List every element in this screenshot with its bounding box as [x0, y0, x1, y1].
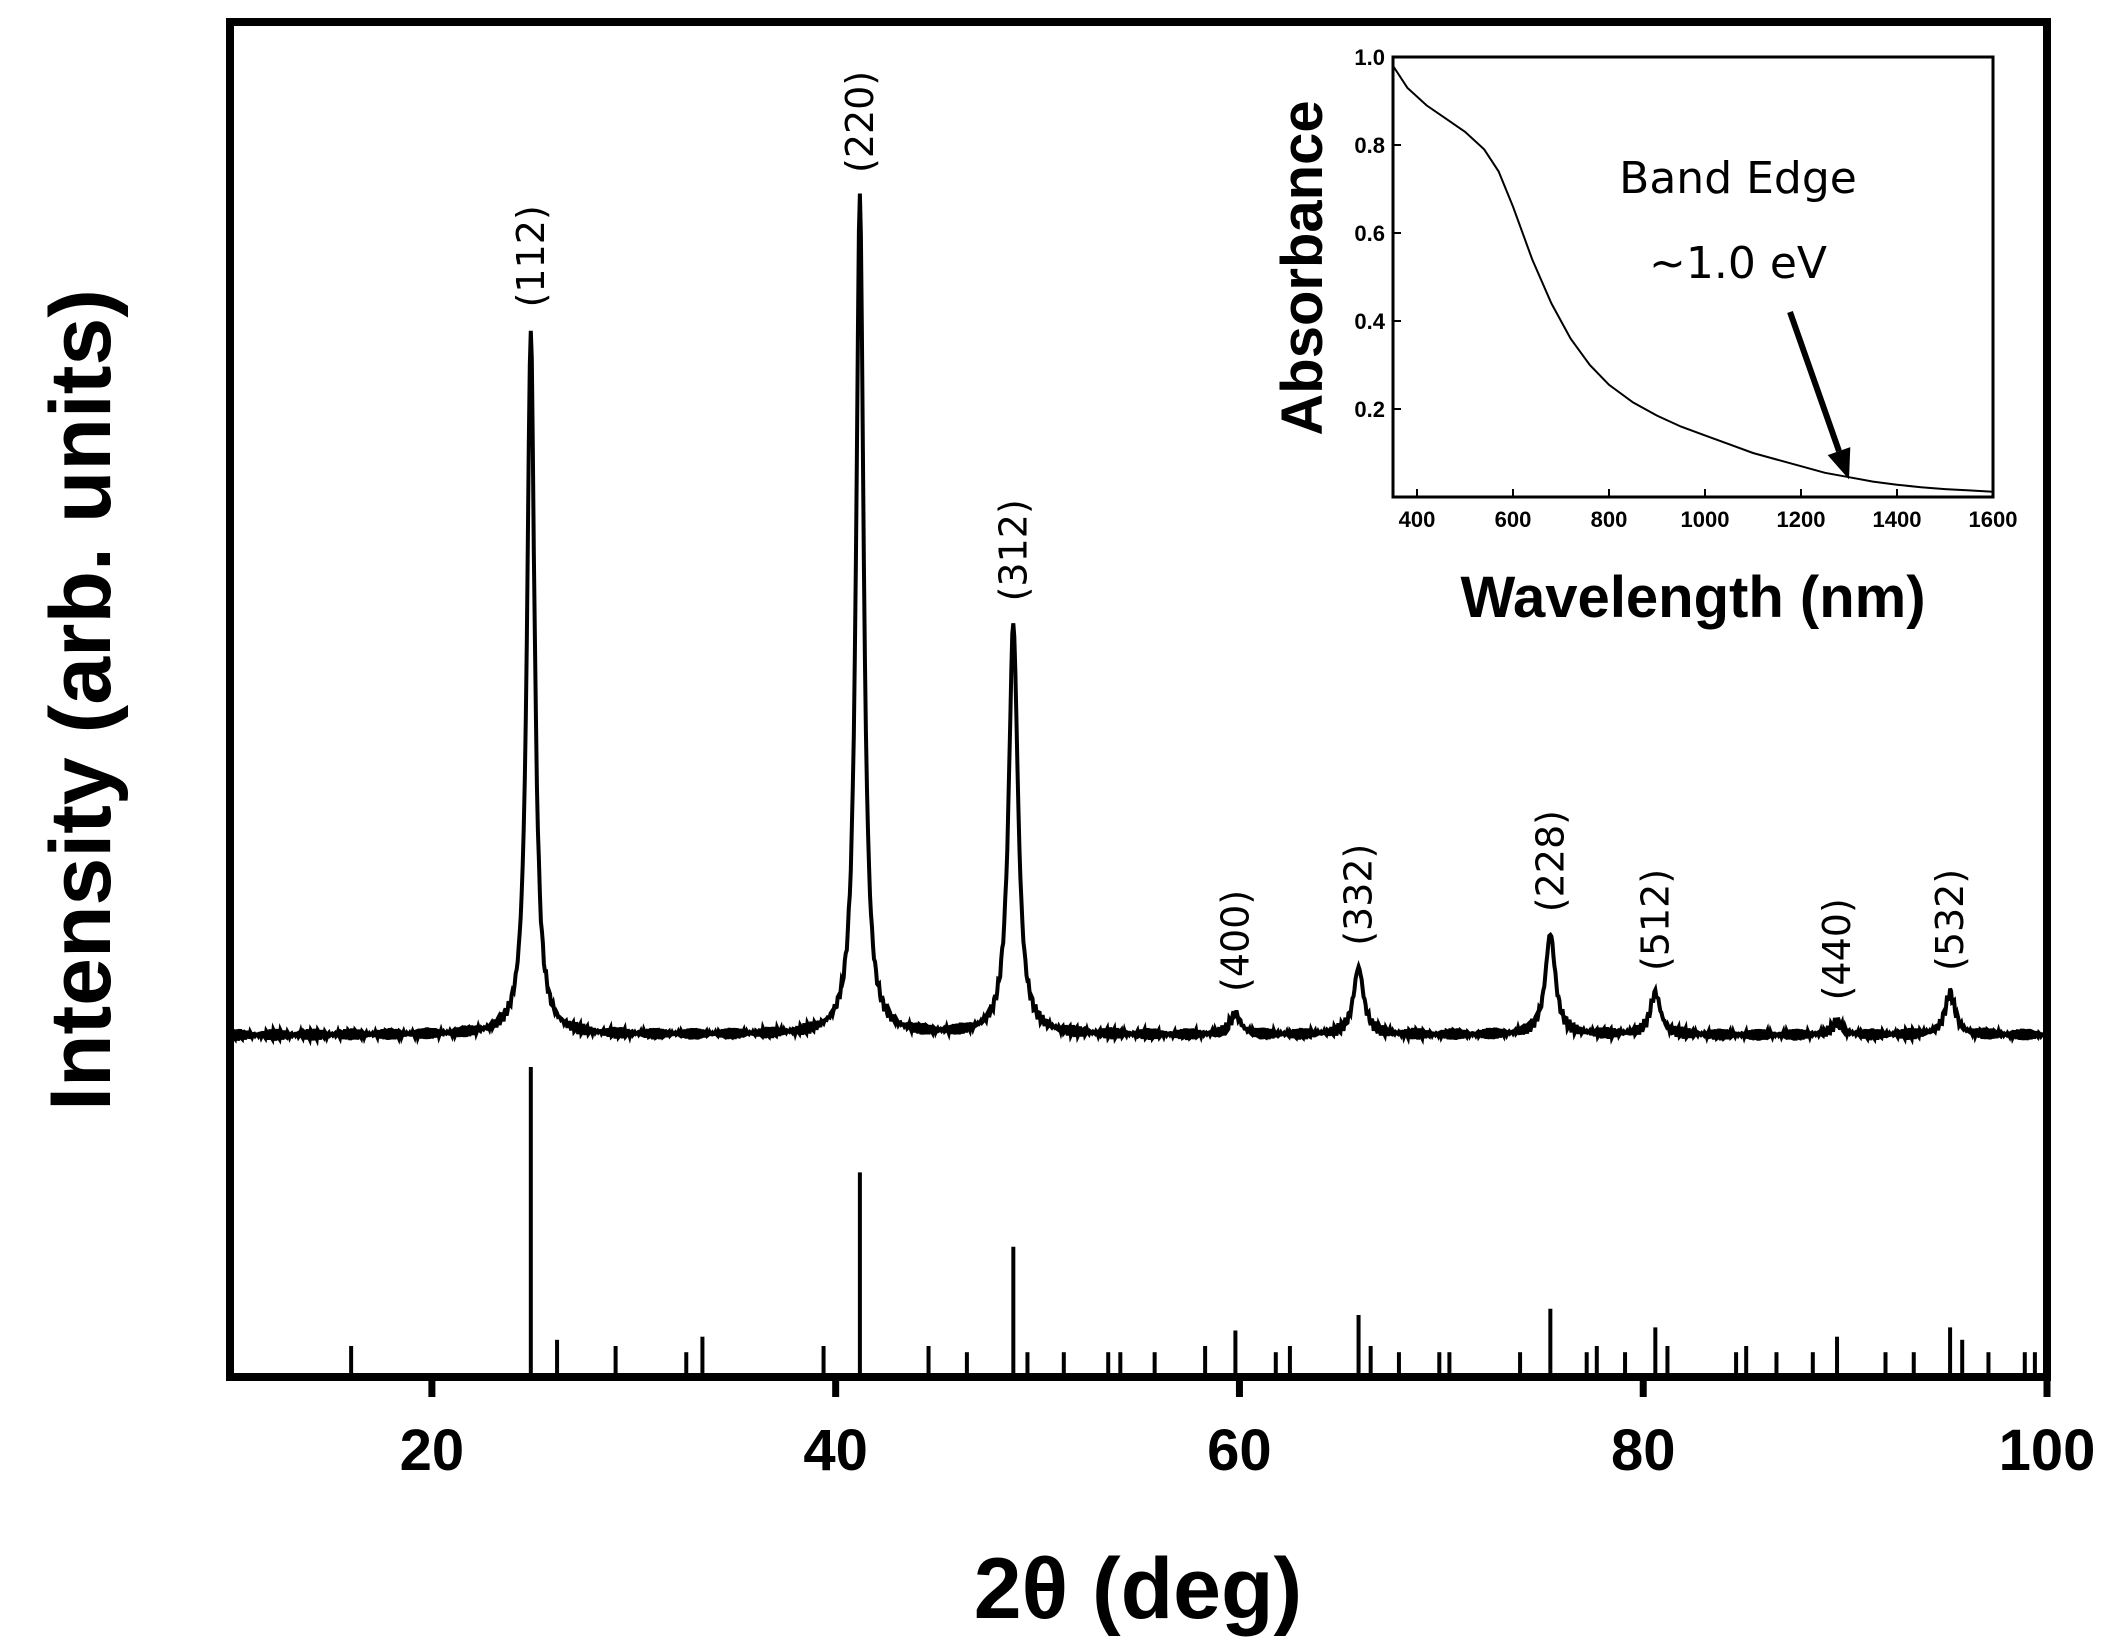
peak-label: (440)	[1815, 898, 1859, 1000]
peak-label: (220)	[838, 71, 882, 173]
inset-x-title: Wavelength (nm)	[1460, 565, 1925, 630]
x-tick-label-80: 80	[1611, 1418, 1676, 1483]
peak-label: (112)	[509, 205, 553, 307]
x-tick-label-60: 60	[1207, 1418, 1272, 1483]
inset-y-tick-label-0.6: 0.6	[1354, 221, 1385, 246]
band-edge-arrow	[1787, 311, 1842, 453]
inset-y-title: Absorbance	[1270, 100, 1335, 435]
inset-y-tick-label-0.2: 0.2	[1354, 397, 1385, 422]
x-tick-label-100: 100	[1999, 1418, 2096, 1483]
peak-labels: (112) (220) (312) (400) (332) (228) (512) (440)…	[509, 71, 1972, 1001]
reference-pattern	[349, 1067, 2037, 1377]
xrd-pattern-line	[228, 193, 2049, 1047]
x-axis-title: 2θ (deg)	[974, 1541, 1302, 1637]
inset-ticks: 400 600 800 1000 1200 1400 1600 0.2 0.4 0.6 0.8 1.0	[1354, 45, 2017, 532]
peak-label: (312)	[991, 499, 1035, 601]
band-edge-arrow-head	[1827, 447, 1851, 480]
peak-label: (228)	[1528, 810, 1572, 912]
inset-x-tick-label-600: 600	[1495, 507, 1532, 532]
inset-y-tick-label-1.0: 1.0	[1354, 45, 1385, 70]
y-axis-title: Intensity (arb. units)	[33, 289, 129, 1111]
inset-x-tick-label-800: 800	[1591, 507, 1628, 532]
inset-y-tick-label-0.4: 0.4	[1354, 309, 1385, 334]
band-edge-label: Band Edge	[1619, 153, 1857, 204]
inset-plot-frame	[1391, 55, 1995, 499]
peak-label: (332)	[1337, 844, 1381, 946]
x-tick-label-40: 40	[803, 1418, 868, 1483]
inset-y-tick-label-0.8: 0.8	[1354, 133, 1385, 158]
main-x-ticks: 20 40 60 80 100	[400, 1377, 2096, 1483]
inset-x-tick-label-1400: 1400	[1873, 507, 1922, 532]
peak-label: (512)	[1633, 869, 1677, 971]
inset-x-tick-label-1600: 1600	[1969, 507, 2018, 532]
main-plot-frame	[226, 18, 2051, 1381]
inset-x-tick-label-400: 400	[1399, 507, 1436, 532]
band-edge-value: ~1.0 eV	[1649, 238, 1827, 289]
absorbance-curve	[1392, 65, 1994, 493]
inset-x-tick-label-1200: 1200	[1777, 507, 1826, 532]
x-tick-label-20: 20	[400, 1418, 465, 1483]
inset-x-tick-label-1000: 1000	[1681, 507, 1730, 532]
peak-label: (400)	[1213, 890, 1257, 992]
peak-label: (532)	[1928, 869, 1972, 971]
